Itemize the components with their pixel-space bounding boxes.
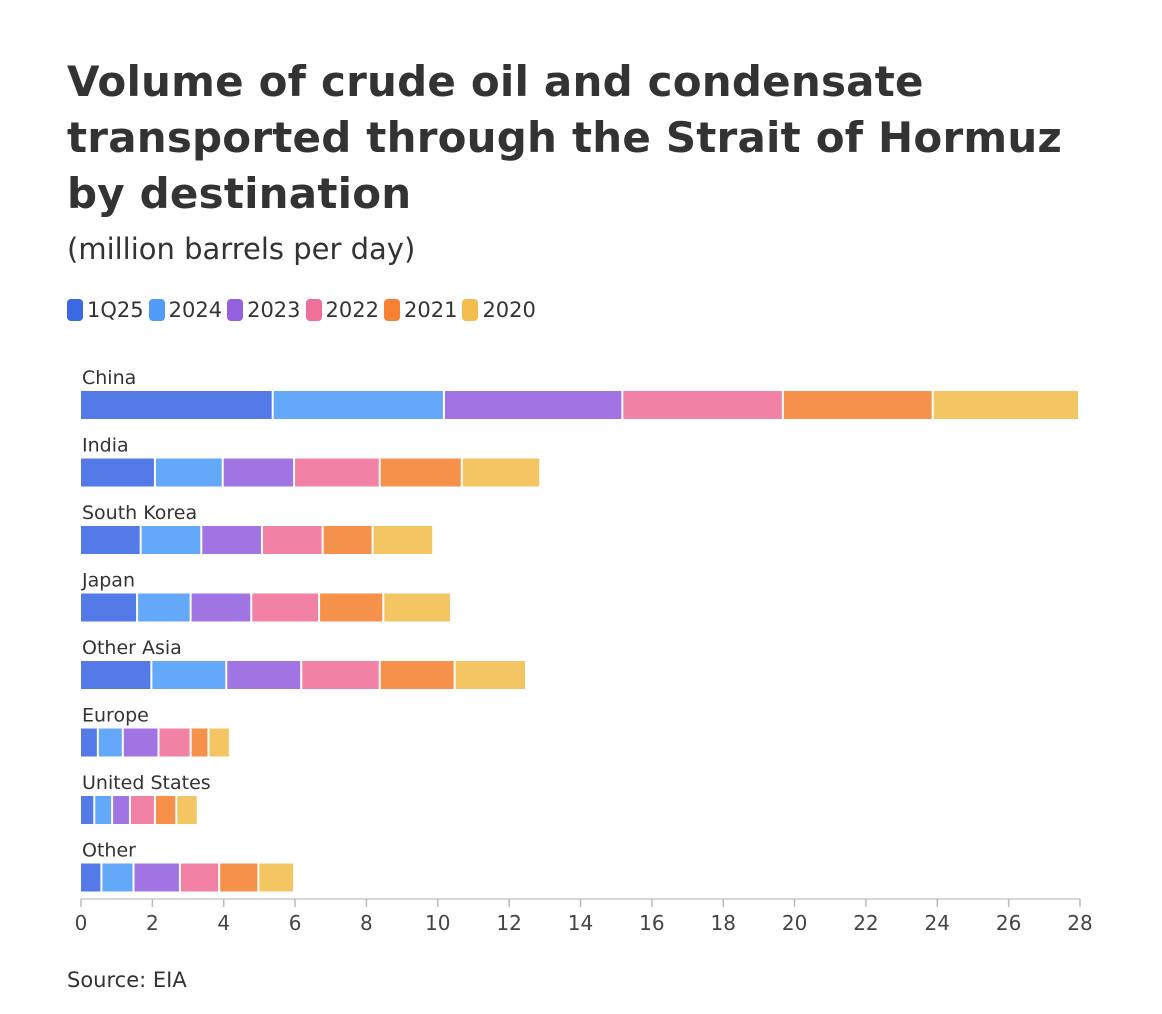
bar-segment-2022 bbox=[180, 863, 219, 892]
x-tick-label: 14 bbox=[568, 911, 593, 935]
legend-swatch bbox=[383, 299, 400, 321]
chart-subtitle: (million barrels per day) bbox=[67, 232, 416, 266]
bar-segment-2020 bbox=[259, 863, 294, 892]
category-label: United States bbox=[82, 772, 211, 794]
bar-segment-1q25 bbox=[81, 661, 151, 689]
bar-segment-2022 bbox=[262, 526, 322, 554]
bar-segment-2022 bbox=[130, 796, 154, 824]
bar-segment-1q25 bbox=[81, 526, 140, 554]
legend-item-2021: 2021 bbox=[383, 298, 458, 322]
bar-segment-2023 bbox=[191, 593, 251, 622]
bar-segment-2020 bbox=[384, 593, 451, 622]
category-label: Other bbox=[82, 840, 136, 862]
bar-segment-2024 bbox=[98, 728, 122, 757]
category-label: South Korea bbox=[82, 502, 197, 524]
x-tick-label: 20 bbox=[782, 911, 807, 935]
category-label: Japan bbox=[81, 570, 135, 592]
legend-swatch bbox=[462, 299, 479, 321]
legend-swatch bbox=[148, 299, 165, 321]
legend-swatch bbox=[67, 299, 83, 321]
legend-item-2024: 2024 bbox=[148, 298, 223, 322]
bar-segment-2022 bbox=[302, 661, 379, 689]
x-tick-label: 28 bbox=[1067, 911, 1092, 935]
bar-segment-2023 bbox=[223, 458, 294, 487]
bar-segment-2021 bbox=[320, 593, 383, 622]
bar-segment-2024 bbox=[155, 458, 222, 487]
x-tick-label: 6 bbox=[289, 911, 302, 935]
x-tick-label: 24 bbox=[925, 911, 950, 935]
bar-segment-2023 bbox=[444, 391, 622, 419]
source-note: Source: EIA bbox=[67, 968, 187, 992]
bar-segment-2021 bbox=[380, 661, 454, 689]
bar-segment-2024 bbox=[273, 391, 443, 419]
legend-swatch bbox=[227, 299, 244, 321]
x-tick-label: 4 bbox=[217, 911, 230, 935]
bar-segment-2023 bbox=[123, 728, 158, 757]
x-tick-label: 10 bbox=[425, 911, 450, 935]
chart-title: Volume of crude oil and condensate trans… bbox=[67, 57, 1063, 218]
bar-segment-1q25 bbox=[81, 593, 137, 622]
x-tick-label: 22 bbox=[853, 911, 878, 935]
bar-segment-2024 bbox=[152, 661, 226, 689]
bar-segment-2021 bbox=[783, 391, 932, 419]
bar-segment-2021 bbox=[220, 863, 258, 892]
x-tick-label: 16 bbox=[639, 911, 664, 935]
bar-segment-2020 bbox=[177, 796, 197, 824]
bar-segment-2020 bbox=[455, 661, 525, 689]
legend-label: 2024 bbox=[168, 298, 223, 322]
legend-label: 1Q25 bbox=[87, 298, 144, 322]
stacked-bar-chart: China India South Korea Japan Other Asia Euro… bbox=[75, 367, 1093, 935]
bar-segment-2024 bbox=[95, 796, 112, 824]
legend-label: 2023 bbox=[247, 298, 301, 322]
category-label: Europe bbox=[82, 705, 149, 727]
bar-segment-2024 bbox=[138, 593, 190, 622]
bar-segment-2021 bbox=[323, 526, 372, 554]
bar-segment-2020 bbox=[462, 458, 540, 487]
bar-segment-2020 bbox=[933, 391, 1078, 419]
x-tick-label: 12 bbox=[496, 911, 521, 935]
bar-segment-2023 bbox=[113, 796, 129, 824]
x-tick-label: 26 bbox=[996, 911, 1021, 935]
bar-segment-2022 bbox=[623, 391, 782, 419]
bar-segment-2021 bbox=[191, 728, 208, 757]
bar-segment-2020 bbox=[209, 728, 229, 757]
legend-label: 2020 bbox=[482, 298, 536, 322]
bar-segment-1q25 bbox=[81, 796, 94, 824]
legend-swatch bbox=[305, 299, 322, 321]
bar-segment-2024 bbox=[141, 526, 201, 554]
legend-item-2023: 2023 bbox=[227, 298, 301, 322]
bar-segment-2023 bbox=[202, 526, 261, 554]
x-tick-label: 18 bbox=[710, 911, 735, 935]
bar-segment-1q25 bbox=[81, 728, 97, 757]
x-tick-label: 8 bbox=[360, 911, 373, 935]
legend-label: 2021 bbox=[403, 298, 458, 322]
category-label: Other Asia bbox=[82, 637, 182, 659]
x-tick-label: 2 bbox=[146, 911, 159, 935]
category-label: China bbox=[82, 367, 136, 389]
bar-segment-1q25 bbox=[81, 863, 101, 892]
legend-item-2022: 2022 bbox=[305, 298, 379, 322]
category-label: India bbox=[82, 435, 129, 457]
legend-label: 2022 bbox=[325, 298, 379, 322]
bar-segment-2022 bbox=[159, 728, 190, 757]
bar-segment-2023 bbox=[227, 661, 301, 689]
bar-segment-2023 bbox=[134, 863, 179, 892]
bar-segment-2021 bbox=[155, 796, 176, 824]
bar-segment-2022 bbox=[295, 458, 379, 487]
bar-segment-1q25 bbox=[81, 391, 272, 419]
bar-segment-2020 bbox=[373, 526, 433, 554]
legend-item-1q25: 1Q25 bbox=[67, 298, 144, 322]
bar-segment-2024 bbox=[102, 863, 133, 892]
bar-segment-2022 bbox=[252, 593, 319, 622]
x-tick-label: 0 bbox=[75, 911, 88, 935]
bar-segment-1q25 bbox=[81, 458, 154, 487]
legend: 1Q25 2024 2023 2022 2021 2020 bbox=[67, 298, 541, 322]
legend-item-2020: 2020 bbox=[462, 298, 536, 322]
bar-segment-2021 bbox=[380, 458, 461, 487]
